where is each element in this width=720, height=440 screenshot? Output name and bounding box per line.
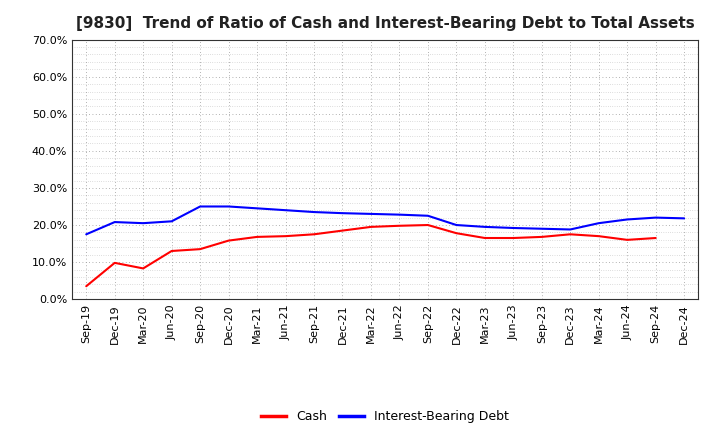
Cash — [480, 235, 489, 241]
Interest-Bearing Debt — [680, 216, 688, 221]
Interest-Bearing Debt — [282, 208, 290, 213]
Line: Cash: Cash — [86, 225, 656, 286]
Cash — [139, 266, 148, 271]
Cash — [225, 238, 233, 243]
Legend: Cash, Interest-Bearing Debt: Cash, Interest-Bearing Debt — [256, 405, 514, 428]
Cash — [623, 237, 631, 242]
Cash — [110, 260, 119, 265]
Interest-Bearing Debt — [537, 226, 546, 231]
Interest-Bearing Debt — [167, 219, 176, 224]
Cash — [537, 234, 546, 239]
Interest-Bearing Debt — [310, 209, 318, 215]
Cash — [366, 224, 375, 230]
Interest-Bearing Debt — [566, 227, 575, 232]
Cash — [253, 234, 261, 239]
Interest-Bearing Debt — [253, 205, 261, 211]
Interest-Bearing Debt — [225, 204, 233, 209]
Cash — [566, 231, 575, 237]
Line: Interest-Bearing Debt: Interest-Bearing Debt — [86, 206, 684, 234]
Cash — [595, 234, 603, 239]
Interest-Bearing Debt — [366, 211, 375, 216]
Interest-Bearing Debt — [480, 224, 489, 230]
Interest-Bearing Debt — [595, 220, 603, 226]
Cash — [338, 228, 347, 233]
Interest-Bearing Debt — [338, 210, 347, 216]
Cash — [196, 246, 204, 252]
Interest-Bearing Debt — [395, 212, 404, 217]
Cash — [652, 235, 660, 241]
Interest-Bearing Debt — [423, 213, 432, 218]
Cash — [509, 235, 518, 241]
Cash — [310, 231, 318, 237]
Title: [9830]  Trend of Ratio of Cash and Interest-Bearing Debt to Total Assets: [9830] Trend of Ratio of Cash and Intere… — [76, 16, 695, 32]
Cash — [167, 248, 176, 253]
Interest-Bearing Debt — [110, 220, 119, 225]
Interest-Bearing Debt — [82, 231, 91, 237]
Interest-Bearing Debt — [196, 204, 204, 209]
Interest-Bearing Debt — [452, 222, 461, 227]
Interest-Bearing Debt — [652, 215, 660, 220]
Cash — [282, 234, 290, 239]
Interest-Bearing Debt — [623, 217, 631, 222]
Cash — [395, 223, 404, 228]
Cash — [452, 231, 461, 236]
Cash — [82, 284, 91, 289]
Interest-Bearing Debt — [509, 225, 518, 231]
Interest-Bearing Debt — [139, 220, 148, 226]
Cash — [423, 222, 432, 227]
